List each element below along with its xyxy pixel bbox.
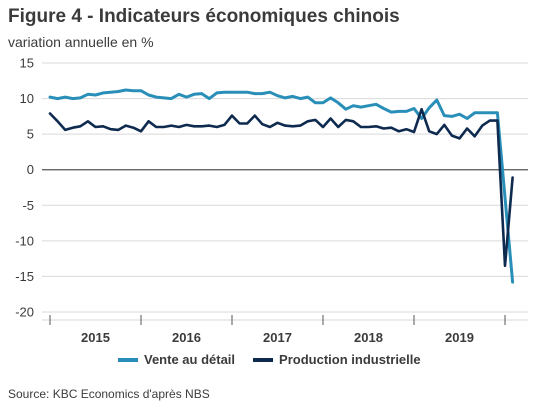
chart-title: Figure 4 - Indicateurs économiques chino… xyxy=(8,6,400,27)
x-tick-label: 2017 xyxy=(263,330,292,345)
y-tick-label: 15 xyxy=(20,56,34,71)
legend-label-retail: Vente au détail xyxy=(144,352,236,367)
y-tick-label: -15 xyxy=(15,269,34,284)
legend-swatch-industrial xyxy=(253,357,274,362)
series-industrial-line xyxy=(48,107,514,268)
legend-label-industrial: Production industrielle xyxy=(279,352,421,367)
chart-legend: Vente au détail Production industrielle xyxy=(118,352,439,367)
legend-item-industrial: Production industrielle xyxy=(253,352,421,367)
legend-item-retail: Vente au détail xyxy=(118,352,235,367)
y-tick-label: 10 xyxy=(20,91,34,106)
x-tick-label: 2019 xyxy=(445,330,474,345)
y-tick-label: -5 xyxy=(22,198,34,213)
x-tick-label: 2015 xyxy=(81,330,110,345)
y-tick-label: 0 xyxy=(27,162,34,177)
y-tick-label: -10 xyxy=(15,233,34,248)
x-tick-label: 2018 xyxy=(354,330,383,345)
x-tick-label: 2016 xyxy=(172,330,201,345)
legend-swatch-retail xyxy=(118,357,138,362)
series-retail-line xyxy=(48,88,515,284)
y-tick-label: -20 xyxy=(15,305,34,320)
y-tick-label: 5 xyxy=(27,127,34,142)
chart-source: Source: KBC Economics d'après NBS xyxy=(8,387,210,401)
chart-subtitle: variation annuelle en % xyxy=(8,34,154,50)
